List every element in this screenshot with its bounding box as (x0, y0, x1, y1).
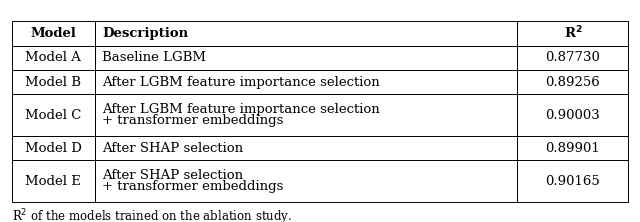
Text: Model D: Model D (25, 142, 82, 155)
Text: 0.89256: 0.89256 (545, 76, 600, 89)
Bar (95, 94, 517, 136)
Bar (95, 136, 517, 161)
Text: Description: Description (102, 27, 189, 40)
Text: Baseline LGBM: Baseline LGBM (102, 51, 207, 64)
Bar (12, 46, 95, 70)
Text: + transformer embeddings: + transformer embeddings (102, 180, 284, 193)
Bar (95, 70, 517, 94)
Text: After LGBM feature importance selection: After LGBM feature importance selection (102, 103, 380, 116)
Bar (12, 70, 95, 94)
Bar (12, 161, 95, 202)
Text: 0.90165: 0.90165 (545, 175, 600, 188)
Bar (517, 21, 628, 46)
Text: After LGBM feature importance selection: After LGBM feature importance selection (102, 76, 380, 89)
Bar (95, 161, 517, 202)
Bar (95, 46, 517, 70)
Text: Model: Model (30, 27, 76, 40)
Text: After SHAP selection: After SHAP selection (102, 169, 244, 182)
Bar (517, 136, 628, 161)
Text: 0.87730: 0.87730 (545, 51, 600, 64)
Text: After SHAP selection: After SHAP selection (102, 142, 244, 155)
Text: Model B: Model B (25, 76, 81, 89)
Bar (95, 21, 517, 46)
Text: Model C: Model C (25, 109, 81, 122)
Bar (12, 136, 95, 161)
Text: Model E: Model E (25, 175, 81, 188)
Bar (12, 21, 95, 46)
Bar (12, 94, 95, 136)
Text: R$^2$ of the models trained on the ablation study.: R$^2$ of the models trained on the ablat… (12, 208, 292, 222)
Bar (517, 46, 628, 70)
Text: Model A: Model A (25, 51, 81, 64)
Text: R$^{\mathbf{2}}$: R$^{\mathbf{2}}$ (564, 25, 582, 42)
Text: 0.90003: 0.90003 (545, 109, 600, 122)
Bar (517, 94, 628, 136)
Bar (517, 161, 628, 202)
Bar (517, 70, 628, 94)
Text: + transformer embeddings: + transformer embeddings (102, 114, 284, 127)
Text: 0.89901: 0.89901 (545, 142, 600, 155)
